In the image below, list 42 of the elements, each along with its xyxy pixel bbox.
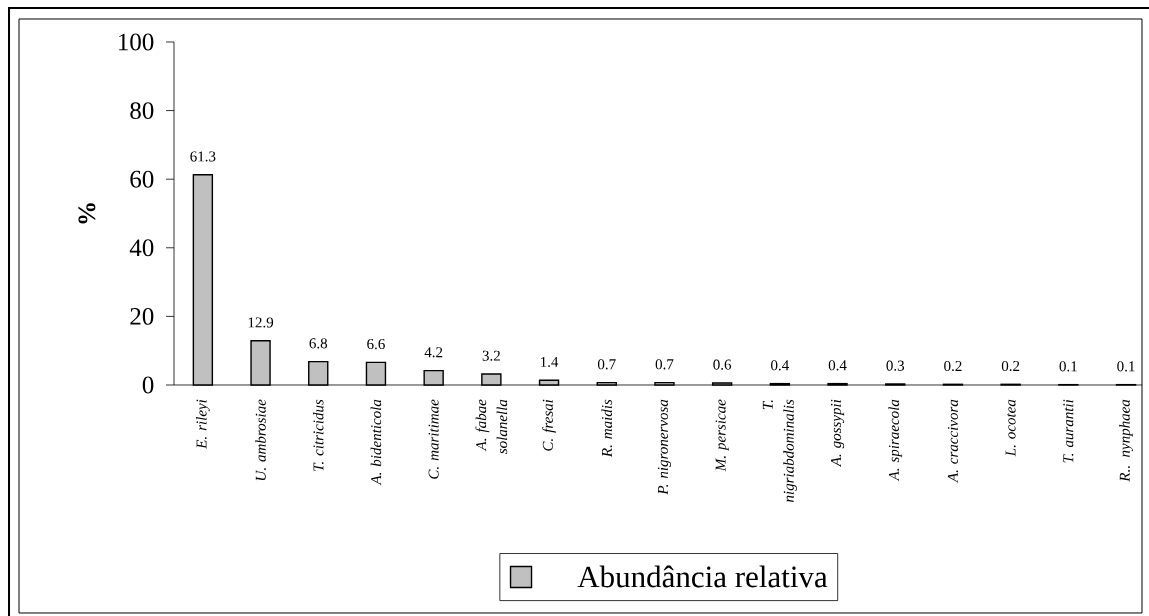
x-tick-label: R.. nynphaea [1119,399,1133,482]
x-tick-label: A. spiraecola [888,399,903,482]
x-tick-label: C. fresai [542,399,556,451]
y-tick-label: 20 [130,307,154,325]
x-tick-label: U. ambrosiae [255,399,266,481]
y-tick-label: 60 [130,170,154,188]
x-tick-label: T. aurantii [1063,399,1074,463]
data-label: 0.7 [655,359,674,370]
x-tick-label: C. maritimae [428,399,439,479]
data-label: 0.4 [771,360,789,371]
data-label: 0.6 [713,359,732,370]
data-label: 0.1 [1117,361,1135,372]
data-label: 0.4 [828,360,847,371]
x-tick-label: R. maidis [601,399,613,458]
x-tick-label: T. nigriabdominalis [762,399,797,502]
x-tick-label: M. persicae [715,399,729,472]
data-label: 0.1 [1059,361,1077,372]
data-label: 12.9 [248,317,274,328]
data-label: 0.7 [597,359,616,370]
y-tick-label: 40 [129,239,154,257]
x-tick-label: T. citricidus [312,399,324,471]
y-tick-label: 0 [142,376,154,394]
x-tick-label: A. bidenticola [370,399,382,486]
data-label: 6.8 [309,338,328,349]
legend-label: Abundância relativa [577,565,828,588]
data-label: 0.3 [886,360,905,371]
data-label: 61.3 [190,151,216,162]
y-tick-label: 80 [130,102,154,120]
data-label: 4.2 [424,347,443,358]
data-label: 0.2 [1001,360,1020,372]
y-axis-title: % [78,203,96,224]
x-tick-label: L. ocotea [1005,399,1016,457]
x-tick-label: E. rileyi [196,399,210,449]
y-tick-label: 100 [119,33,154,51]
x-tick-label: A. craccivora [947,399,959,483]
x-tick-label: A. fabae solanella [475,399,508,454]
data-label: 3.2 [482,350,500,361]
data-label: 6.6 [367,339,385,350]
data-label: 1.4 [541,356,559,367]
data-label: 0.2 [944,360,962,372]
x-tick-label: A. gossypii [830,399,845,468]
x-tick-label: P. nigronervosa [657,399,672,495]
